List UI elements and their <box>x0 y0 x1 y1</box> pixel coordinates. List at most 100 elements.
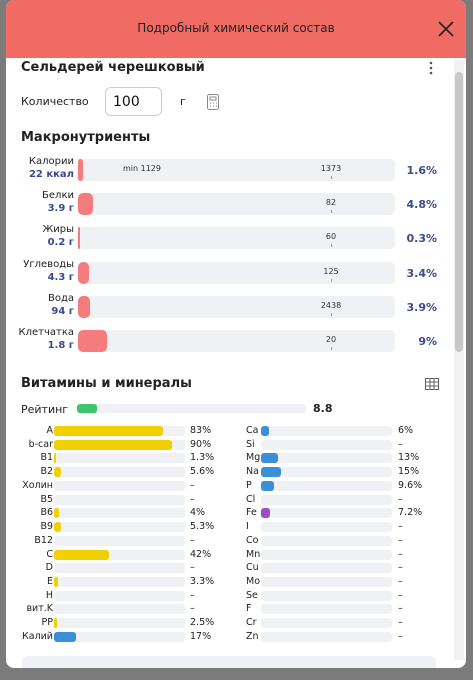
macro-amount: 4.3 г <box>47 271 74 283</box>
nutrient-percent: – <box>398 493 403 505</box>
nutrient-bar <box>261 426 269 436</box>
nutrient-bar <box>261 453 279 464</box>
nutrient-name: Калий <box>22 630 53 642</box>
macro-name: Углеводы <box>23 258 74 270</box>
nutrient-name: C <box>46 548 53 560</box>
nutrient-percent: 5.6% <box>190 466 215 478</box>
macro-percent: 1.6% <box>406 164 437 177</box>
nutrient-track <box>261 577 392 588</box>
scrollbar <box>454 60 464 660</box>
macro-norm: 1373 <box>320 164 342 173</box>
nutrient-bar <box>54 508 60 519</box>
nutrient-percent: – <box>398 617 403 629</box>
nutrient-percent: – <box>398 630 403 642</box>
nutrient-name: Cr <box>246 617 257 629</box>
nutrient-track <box>261 467 392 478</box>
nutrient-track <box>261 535 392 546</box>
nutrient-track <box>261 426 392 436</box>
nutrient-name: B2 <box>40 466 53 478</box>
nutrient-bar <box>54 522 61 533</box>
close-button[interactable] <box>438 21 454 37</box>
nutrient-bar <box>54 453 56 464</box>
macro-track <box>78 295 395 318</box>
macro-amount: 0.2 г <box>47 237 74 249</box>
macro-bar <box>78 193 94 216</box>
nutrient-track <box>261 494 392 505</box>
nutrient-track <box>54 590 185 601</box>
nutrient-name: Na <box>246 466 259 478</box>
nutrient-track <box>261 604 392 615</box>
nutrient-bar <box>261 467 281 478</box>
nutrient-bar <box>54 467 62 478</box>
norm-tick <box>331 278 332 282</box>
nutrient-percent: 90% <box>190 438 212 450</box>
nutrient-percent: – <box>398 603 403 615</box>
nutrient-name: I <box>246 521 249 533</box>
nutrient-name: вит.K <box>26 603 53 615</box>
calculator-icon[interactable] <box>207 94 219 110</box>
nutrient-name: Fe <box>246 507 257 519</box>
macro-track <box>78 227 395 250</box>
macro-bar <box>78 261 89 284</box>
macro-percent: 0.3% <box>406 232 437 246</box>
nutrient-bar <box>54 426 163 436</box>
nutrient-track <box>261 563 392 574</box>
nutrient-name: Mg <box>246 452 261 464</box>
macro-amount: 22 ккал <box>28 169 74 180</box>
norm-tick <box>331 244 332 248</box>
nutrient-track <box>54 522 185 533</box>
macro-amount: 3.9 г <box>47 203 74 215</box>
nutrient-percent: – <box>190 562 195 574</box>
nutrient-track <box>261 480 392 491</box>
macro-track <box>78 193 395 216</box>
nutrient-track <box>261 508 392 519</box>
nutrient-name: Cl <box>246 493 256 505</box>
nutrient-name: B9 <box>40 521 53 533</box>
nutrient-bar <box>261 480 274 491</box>
quantity-label: Количество <box>21 95 89 108</box>
macro-bar <box>78 295 91 318</box>
nutrient-percent: – <box>190 603 195 615</box>
nutrient-percent: 1.3% <box>190 452 215 464</box>
nutrient-bar <box>54 577 59 588</box>
next-card <box>22 656 436 668</box>
macro-percent: 9% <box>418 335 437 348</box>
micros-title: Витамины и минералы <box>21 376 192 391</box>
macro-amount: 94 г <box>51 305 74 317</box>
macro-name: Белки <box>42 190 74 202</box>
nutrient-name: D <box>45 562 53 574</box>
nutrient-name: Se <box>246 589 258 601</box>
nutrient-track <box>54 480 185 491</box>
nutrient-track <box>54 563 185 574</box>
menu-button[interactable] <box>428 61 434 77</box>
nutrient-name: B1 <box>40 452 53 464</box>
nutrient-percent: 5.3% <box>190 521 215 533</box>
nutrient-track <box>261 439 392 450</box>
nutrient-percent: 7.2% <box>398 507 423 519</box>
nutrient-percent: – <box>190 493 195 505</box>
product-name: Сельдерей черешковый <box>21 60 205 75</box>
nutrient-bar <box>261 508 271 519</box>
nutrient-bar <box>54 549 110 560</box>
nutrient-name: PP <box>41 617 53 629</box>
nutrient-percent: – <box>190 589 195 601</box>
nutrient-percent: – <box>190 534 195 546</box>
nutrient-percent: – <box>398 521 403 533</box>
macro-track <box>78 159 395 181</box>
norm-tick <box>331 176 332 179</box>
nutrient-percent: – <box>398 438 403 450</box>
table-icon[interactable] <box>425 378 439 390</box>
nutrient-track <box>261 590 392 601</box>
macro-name: Калории <box>28 156 74 167</box>
nutrient-track <box>54 494 185 505</box>
macro-bar <box>78 227 80 250</box>
macro-norm: 82 <box>325 198 337 208</box>
nutrient-name: B5 <box>40 493 53 505</box>
macro-norm: 60 <box>325 232 337 242</box>
quantity-input[interactable]: 100 <box>105 87 162 116</box>
nutrient-percent: – <box>398 576 403 588</box>
nutrient-percent: 42% <box>190 548 212 560</box>
nutrient-track <box>54 508 185 519</box>
nutrient-name: Cu <box>246 562 259 574</box>
nutrient-percent: 13% <box>398 452 420 464</box>
